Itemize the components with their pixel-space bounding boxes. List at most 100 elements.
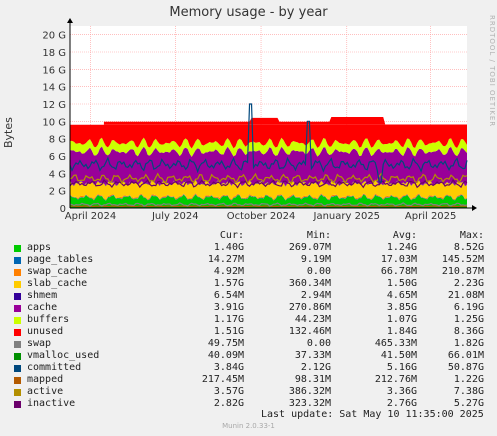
x-tick-label: October 2024 [227,211,296,222]
legend-value-avg: 4.65M [386,290,417,301]
legend-value-min: 44.23M [294,314,331,325]
generator-label: Munin 2.0.33-1 [222,422,275,430]
legend-row-apps: apps 1.40G 269.07M 1.24G 8.52G [10,242,490,254]
legend-value-avg: 5.16G [386,362,417,373]
y-tick-label: 0 [60,204,66,215]
legend-series-name: committed [27,362,82,373]
column-header-avg: Avg: [392,230,417,241]
y-tick-label: 10 G [42,117,66,128]
y-tick-label: 18 G [42,48,66,59]
legend-value-max: 50.87G [447,362,484,373]
legend-value-cur: 2.82G [213,398,244,409]
legend-value-cur: 3.84G [213,362,244,373]
legend-value-min: 9.19M [300,254,331,265]
legend-row-page_tables: page_tables 14.27M 9.19M 17.03M 145.52M [10,254,490,266]
legend-value-max: 8.36G [453,326,484,337]
legend-value-min: 132.46M [288,326,331,337]
y-tick-label: 8 G [49,135,66,146]
legend-value-avg: 41.50M [380,350,417,361]
legend-value-min: 0.00 [306,266,331,277]
legend-value-max: 1.22G [453,374,484,385]
legend-row-unused: unused 1.51G 132.46M 1.84G 8.36G [10,326,490,338]
rrdtool-watermark: RRDTOOL / TOBI OETIKER [488,15,496,128]
legend-series-name: cache [27,302,58,313]
legend-value-avg: 212.76M [374,374,417,385]
legend-value-avg: 1.07G [386,314,417,325]
legend-value-cur: 1.57G [213,278,244,289]
legend-value-min: 386.32M [288,386,331,397]
legend-swatch [14,365,21,372]
y-tick-label: 16 G [42,65,66,76]
column-header-min: Min: [306,230,331,241]
legend-swatch [14,317,21,324]
legend-swatch [14,245,21,252]
x-tick-label: July 2024 [151,211,199,222]
legend-swatch [14,401,21,408]
column-header-max: Max: [459,230,484,241]
area-shmem [70,179,467,187]
y-axis-arrow [67,18,73,23]
legend-series-name: swap [27,338,52,349]
legend-value-avg: 3.85G [386,302,417,313]
legend-series-name: vmalloc_used [27,350,100,361]
line-committed [69,103,468,183]
legend-swatch [14,377,21,384]
area-slab_cache [70,180,467,200]
legend-swatch [14,341,21,348]
x-axis-arrow [472,205,477,211]
legend-value-max: 210.87M [441,266,484,277]
legend-swatch [14,293,21,300]
legend-value-cur: 14.27M [207,254,244,265]
legend-series-name: buffers [27,314,70,325]
legend-value-avg: 66.78M [380,266,417,277]
legend-value-min: 2.94M [300,290,331,301]
legend-swatch [14,269,21,276]
legend-value-min: 323.32M [288,398,331,409]
y-tick-label: 12 G [42,100,66,111]
legend-value-cur: 1.40G [213,242,244,253]
legend-value-max: 1.82G [453,338,484,349]
legend-value-cur: 40.09M [207,350,244,361]
legend-swatch [14,257,21,264]
chart-title: Memory usage - by year [169,5,328,20]
legend-value-min: 2.12G [300,362,331,373]
legend-value-max: 6.19G [453,302,484,313]
y-tick-label: 20 G [42,31,66,42]
line-active [69,172,468,185]
legend-row-swap: swap 49.75M 0.00 465.33M 1.82G [10,338,490,350]
legend-value-cur: 1.17G [213,314,244,325]
legend-value-avg: 1.24G [386,242,417,253]
area-swap_cache [70,193,467,201]
legend-value-cur: 3.57G [213,386,244,397]
legend-row-slab_cache: slab_cache 1.57G 360.34M 1.50G 2.23G [10,278,490,290]
legend-value-min: 37.33M [294,350,331,361]
legend-series-name: page_tables [27,254,94,265]
legend-value-max: 2.23G [453,278,484,289]
legend-series-name: shmem [27,290,58,301]
legend-swatch [14,329,21,336]
legend-value-max: 8.52G [453,242,484,253]
y-tick-label: 14 G [42,83,66,94]
legend-value-avg: 17.03M [380,254,417,265]
legend-value-max: 21.08M [447,290,484,301]
legend-value-min: 0.00 [306,338,331,349]
legend-value-cur: 6.54M [213,290,244,301]
legend-series-name: inactive [27,398,76,409]
area-page_tables [70,193,467,201]
column-header-cur: Cur: [219,230,244,241]
legend-value-max: 1.25G [453,314,484,325]
legend-value-avg: 3.36G [386,386,417,397]
x-tick-label: January 2025 [313,211,381,222]
legend-value-avg: 465.33M [374,338,417,349]
legend-series-name: mapped [27,374,64,385]
legend-value-min: 269.07M [288,242,331,253]
line-mapped [69,205,468,208]
x-tick-label: April 2024 [65,211,116,222]
legend-value-min: 360.34M [288,278,331,289]
y-tick-label: 2 G [49,187,66,198]
legend-value-cur: 3.91G [213,302,244,313]
area-swap [103,117,467,125]
legend-value-max: 5.27G [453,398,484,409]
legend-row-shmem: shmem 6.54M 2.94M 4.65M 21.08M [10,290,490,302]
